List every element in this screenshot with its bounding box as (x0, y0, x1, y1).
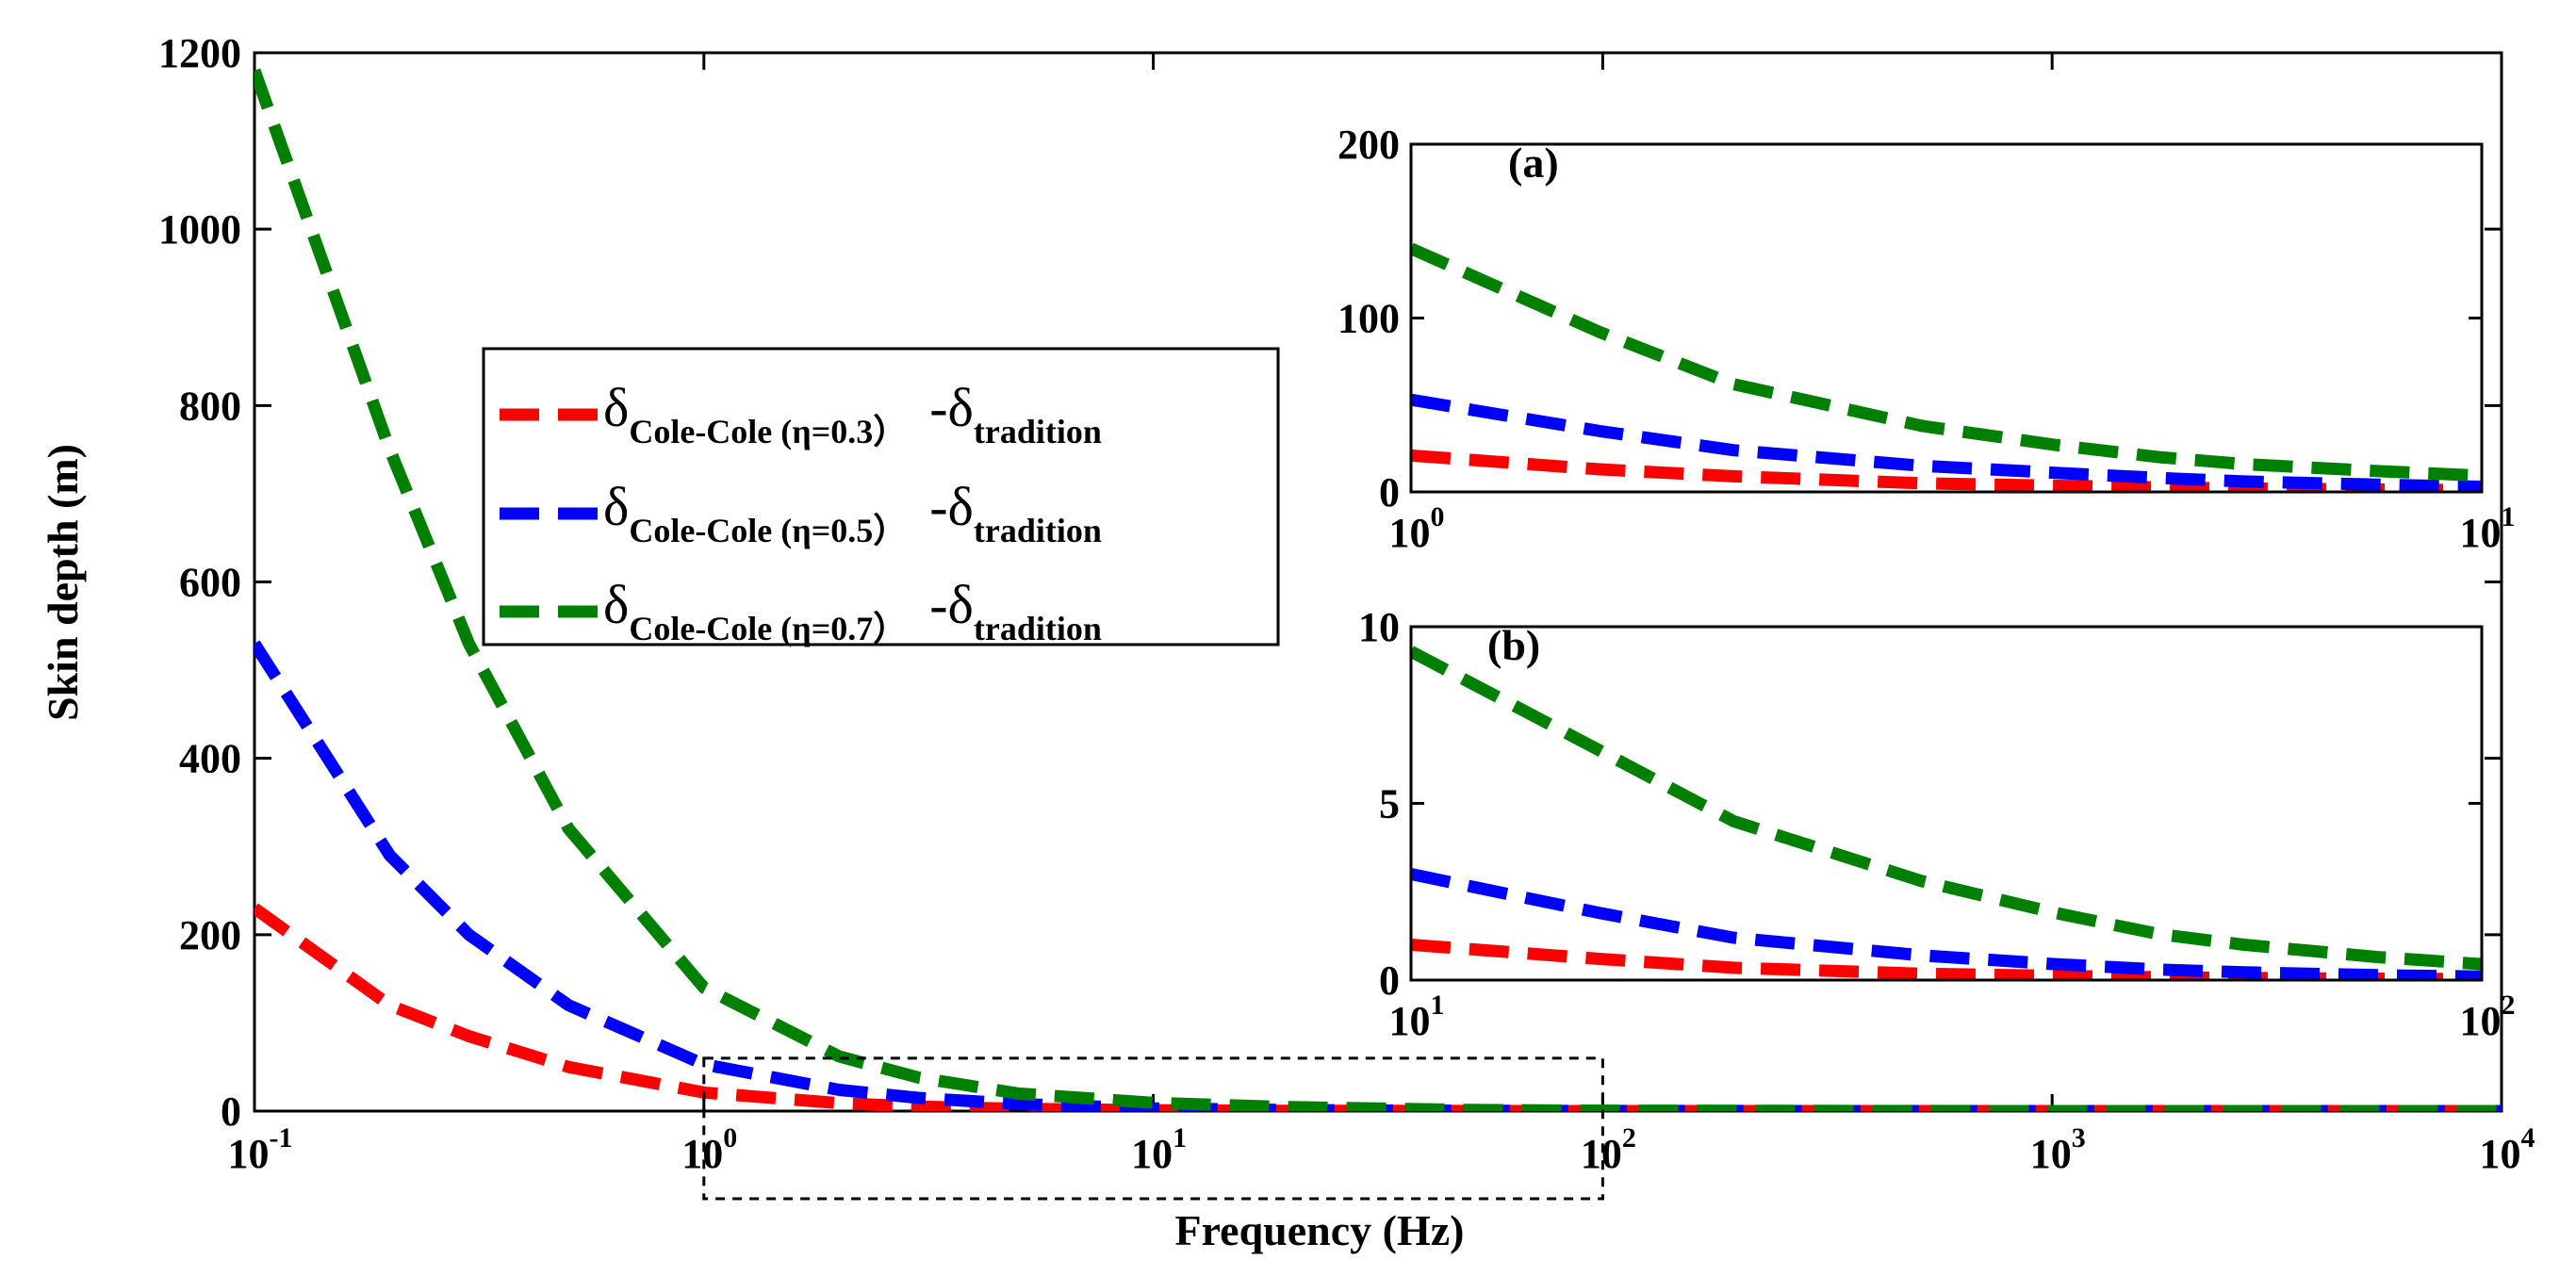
inset-b-y-tick-label: 10 (1358, 604, 1400, 650)
inset-a-x-tick-label: 101 (2460, 501, 2516, 556)
legend-entry-2: δCole-Cole (η=0.5） -δtradition (603, 476, 1102, 549)
inset-a-y-tick-label: 200 (1337, 122, 1400, 168)
inset-a-x-ticks: 100 101 (1389, 144, 2516, 556)
inset-a-series-line-3 (1411, 242, 2482, 483)
main-x-tick-label: 101 (1131, 1122, 1187, 1177)
x-axis-label: Frequency (Hz) (1174, 1206, 1464, 1254)
inset-a-label: (a) (1508, 139, 1559, 187)
main-y-tick-label: 600 (179, 560, 241, 606)
inset-a-x-tick-label: 100 (1389, 501, 1445, 556)
inset-a-series-line-2 (1411, 393, 2482, 492)
main-x-tick-label: 103 (2030, 1122, 2086, 1177)
main-x-tick-label: 10-1 (228, 1122, 293, 1177)
inset-b-y-tick-label: 0 (1379, 957, 1400, 1004)
inset-a-y-ticks: 0 100 200 (1337, 122, 2482, 515)
legend-entry-3: δCole-Cole (η=0.7） -δtradition (603, 574, 1102, 647)
inset-b: 0 5 10 101 102 (b) (1358, 604, 2516, 1044)
main-series-group (254, 68, 2502, 1111)
inset-b-series-line-1 (1411, 939, 2482, 980)
inset-b-x-tick-label: 102 (2460, 990, 2516, 1044)
inset-b-label: (b) (1487, 621, 1540, 669)
legend: δCole-Cole (η=0.3） -δtradition δCole-Cole … (482, 347, 1280, 647)
main-x-tick-label: 104 (2480, 1122, 2535, 1177)
inset-a-y-tick-label: 100 (1337, 296, 1400, 342)
inset-a-y-tick-label: 0 (1379, 469, 1400, 515)
inset-b-series-group (1411, 646, 2482, 980)
main-y-tick-label: 800 (179, 383, 241, 429)
inset-b-y-tick-label: 5 (1379, 781, 1400, 827)
main-y-tick-label: 1200 (158, 30, 241, 76)
inset-b-series-line-3 (1411, 646, 2482, 971)
inset-a-series-line-1 (1411, 449, 2482, 492)
main-y-tick-label: 400 (179, 736, 241, 782)
main-series-line-3 (254, 68, 2502, 1111)
y-axis-label: Skin depth (m) (39, 444, 87, 721)
main-x-tick-label: 100 (681, 1122, 737, 1177)
main-y-tick-label: 200 (179, 912, 241, 958)
inset-b-series-line-2 (1411, 868, 2482, 980)
main-series-line-2 (254, 640, 2502, 1111)
main-y-tick-label: 0 (221, 1088, 241, 1135)
inset-b-x-tick-label: 101 (1389, 990, 1445, 1044)
inset-b-y-ticks: 0 5 10 (1358, 604, 2482, 1004)
main-y-tick-label: 1000 (158, 206, 241, 253)
main-x-tick-label: 102 (1581, 1122, 1636, 1177)
inset-a-series-group (1411, 242, 2482, 492)
legend-entry-1: δCole-Cole (η=0.3） -δtradition (603, 377, 1102, 450)
legend-box (482, 347, 1280, 646)
inset-b-x-ticks: 101 102 (1389, 627, 2516, 1044)
zoom-region-box (702, 1056, 1604, 1201)
